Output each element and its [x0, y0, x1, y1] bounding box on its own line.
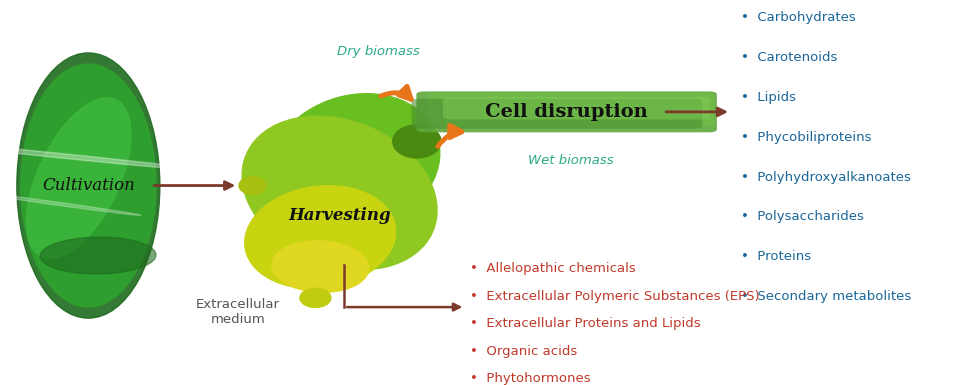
FancyBboxPatch shape — [412, 99, 703, 129]
Text: •  Organic acids: • Organic acids — [470, 345, 578, 358]
Text: Cell disruption: Cell disruption — [485, 103, 648, 121]
Ellipse shape — [40, 237, 156, 274]
Text: •  Lipids: • Lipids — [740, 91, 796, 104]
Text: Harvesting: Harvesting — [288, 206, 391, 224]
Text: Extracellular
medium: Extracellular medium — [196, 298, 280, 326]
Text: •  Carbohydrates: • Carbohydrates — [740, 12, 856, 25]
Ellipse shape — [242, 116, 437, 270]
Ellipse shape — [16, 53, 160, 318]
Text: •  Phytohormones: • Phytohormones — [470, 372, 591, 385]
Text: •  Secondary metabolites: • Secondary metabolites — [740, 290, 911, 303]
FancyArrowPatch shape — [381, 86, 411, 99]
Text: •  Carotenoids: • Carotenoids — [740, 51, 837, 64]
Text: Wet biomass: Wet biomass — [528, 154, 613, 167]
Text: •  Allelopathic chemicals: • Allelopathic chemicals — [470, 262, 636, 275]
Text: •  Phycobiliproteins: • Phycobiliproteins — [740, 131, 871, 144]
Text: •  Extracellular Proteins and Lipids: • Extracellular Proteins and Lipids — [470, 317, 701, 330]
Ellipse shape — [392, 125, 441, 158]
Ellipse shape — [239, 177, 266, 194]
Ellipse shape — [0, 192, 141, 215]
Ellipse shape — [245, 186, 395, 288]
Text: •  Proteins: • Proteins — [740, 250, 811, 263]
Text: Cultivation: Cultivation — [42, 177, 135, 194]
Ellipse shape — [26, 98, 131, 258]
FancyBboxPatch shape — [417, 92, 717, 132]
Text: •  Extracellular Polymeric Substances (EPS): • Extracellular Polymeric Substances (EP… — [470, 290, 760, 303]
Ellipse shape — [268, 94, 440, 233]
FancyBboxPatch shape — [428, 93, 714, 126]
FancyArrowPatch shape — [438, 126, 462, 146]
Text: •  Polysaccharides: • Polysaccharides — [740, 210, 863, 223]
Ellipse shape — [0, 142, 204, 171]
Ellipse shape — [271, 241, 369, 292]
Text: •  Polyhydroxyalkanoates: • Polyhydroxyalkanoates — [740, 171, 911, 184]
FancyBboxPatch shape — [443, 97, 709, 119]
Ellipse shape — [20, 64, 156, 307]
Ellipse shape — [300, 288, 330, 308]
Text: Dry biomass: Dry biomass — [337, 45, 420, 59]
